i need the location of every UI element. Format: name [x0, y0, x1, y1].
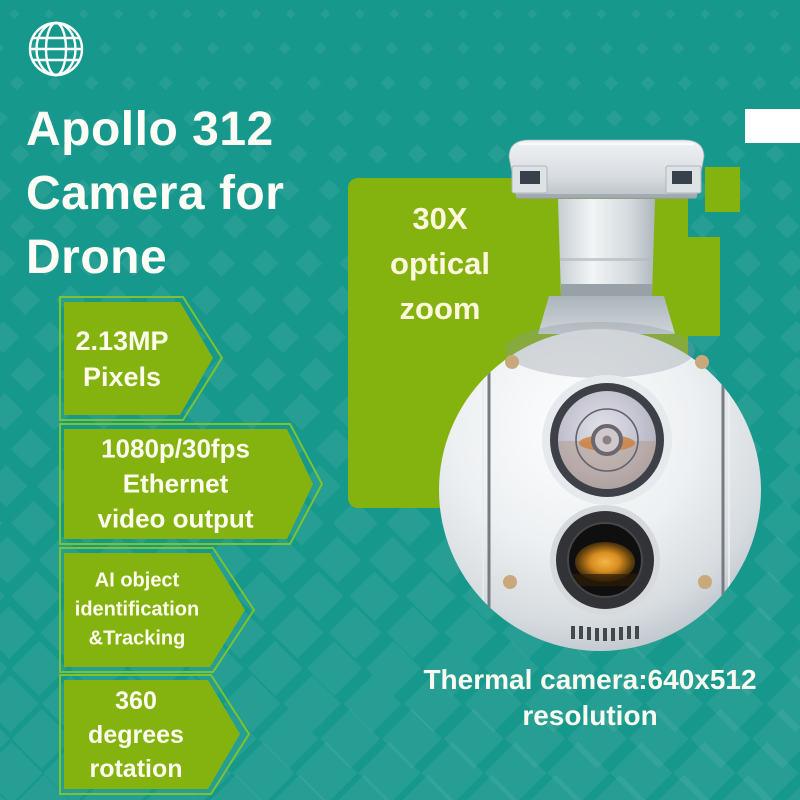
arrow-outline: [59, 423, 324, 545]
arrow-outline: [59, 296, 224, 421]
white-accent-bar: [745, 109, 800, 143]
arrow-shape: [64, 429, 313, 539]
feature-badge-video-output: 1080p/30fps Ethernet video output: [59, 423, 324, 545]
arrow-outline: [59, 547, 256, 673]
page-title: Apollo 312 Camera for Drone: [26, 103, 285, 284]
thermal-lens: [550, 505, 660, 615]
camera-vents: [571, 626, 639, 641]
camera-neck: [538, 199, 675, 334]
green-accent-bar-side: [687, 237, 720, 336]
feature-badge-rotation: 360 degrees rotation: [59, 674, 251, 795]
thermal-resolution-text: Thermal camera:640x512 resolution: [423, 664, 757, 731]
feature-badge-pixels: 2.13MP Pixels: [59, 296, 224, 421]
arrow-outline: [59, 674, 251, 795]
highlight-zoom-label: 30X optical zoom: [390, 201, 490, 326]
globe-icon: [28, 21, 84, 77]
arrow-shape: [64, 553, 245, 667]
feature-label: 360 degrees rotation: [88, 686, 184, 783]
camera-mount-flange: [508, 139, 705, 199]
feature-label: 1080p/30fps Ethernet video output: [97, 433, 254, 534]
feature-label: 2.13MP Pixels: [75, 325, 169, 392]
green-accent-bar-top: [705, 167, 740, 212]
feature-badge-ai-tracking: AI object identification &Tracking: [59, 547, 256, 673]
feature-label: AI object identification &Tracking: [74, 569, 200, 650]
drone-gimbal-camera-image: [439, 139, 761, 651]
arrow-shape: [64, 302, 213, 415]
arrow-shape: [64, 680, 240, 789]
eo-lens: [542, 375, 672, 505]
